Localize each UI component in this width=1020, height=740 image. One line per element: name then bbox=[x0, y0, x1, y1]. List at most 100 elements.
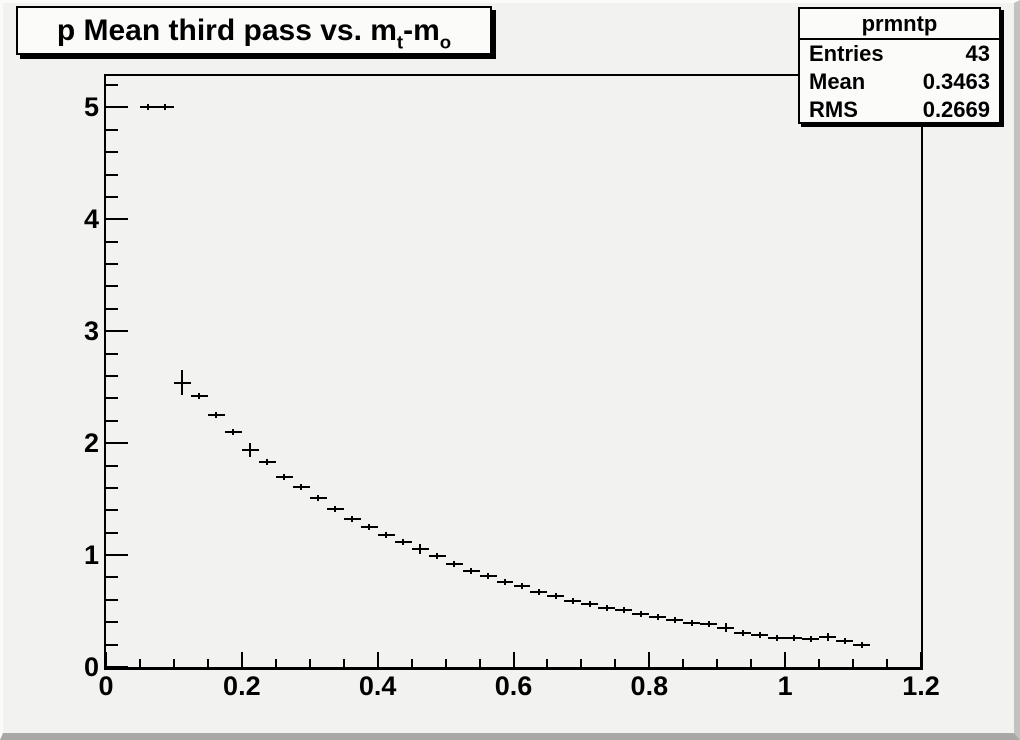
y-axis-minor-tick bbox=[106, 240, 118, 243]
data-point-vbar bbox=[164, 104, 167, 111]
data-point-vbar bbox=[317, 494, 320, 501]
y-axis-minor-tick bbox=[106, 576, 118, 579]
y-axis-minor-tick bbox=[106, 419, 118, 422]
x-axis-tick bbox=[784, 652, 787, 667]
x-axis-minor-tick bbox=[410, 659, 413, 667]
x-axis-minor-tick bbox=[206, 659, 209, 667]
plot-frame bbox=[104, 74, 923, 670]
stats-row-entries: Entries 43 bbox=[800, 40, 999, 68]
x-axis-minor-tick bbox=[274, 659, 277, 667]
x-axis-tick-label: 1.2 bbox=[902, 671, 940, 701]
x-axis-minor-tick bbox=[444, 659, 447, 667]
data-point-vbar bbox=[470, 567, 473, 574]
x-axis-minor-tick bbox=[478, 659, 481, 667]
y-axis-minor-tick bbox=[106, 621, 118, 624]
stats-label-rms: RMS bbox=[809, 97, 858, 122]
y-axis-minor-tick bbox=[106, 285, 118, 288]
y-axis-tick bbox=[106, 218, 128, 221]
data-point-vbar bbox=[605, 604, 608, 611]
data-point-vbar bbox=[368, 524, 371, 531]
data-point-vbar bbox=[843, 638, 846, 645]
data-point-vbar bbox=[198, 392, 201, 400]
y-axis-minor-tick bbox=[106, 397, 118, 400]
y-axis-minor-tick bbox=[106, 195, 118, 198]
stats-row-mean: Mean 0.3463 bbox=[800, 68, 999, 96]
y-axis-tick-label: 0 bbox=[83, 652, 99, 682]
y-axis-tick bbox=[106, 106, 128, 109]
x-axis-minor-tick bbox=[546, 659, 549, 667]
x-axis-tick-label: 0.6 bbox=[494, 671, 533, 701]
y-axis-minor-tick bbox=[106, 464, 118, 467]
x-axis-minor-tick bbox=[750, 659, 753, 667]
data-point-vbar bbox=[147, 104, 150, 111]
data-point-vbar bbox=[385, 531, 388, 538]
data-point-vbar bbox=[826, 632, 829, 641]
data-point-vbar bbox=[436, 553, 439, 560]
stats-box: prmntp Entries 43 Mean 0.3463 RMS 0.2669 bbox=[798, 7, 1001, 124]
histogram-title: p Mean third pass vs. mt-mo bbox=[56, 14, 452, 53]
y-axis-tick-label: 5 bbox=[83, 92, 99, 123]
data-point-vbar bbox=[215, 411, 218, 419]
data-point-vbar bbox=[334, 506, 337, 513]
y-axis-tick bbox=[106, 666, 128, 668]
data-point-vbar bbox=[266, 459, 269, 466]
x-axis-tick bbox=[376, 652, 379, 667]
data-point-vbar bbox=[673, 616, 676, 624]
y-axis-tick-label: 3 bbox=[83, 316, 99, 347]
data-point-vbar bbox=[249, 442, 252, 458]
data-point-vbar bbox=[402, 538, 405, 545]
data-point-vbar bbox=[487, 573, 490, 580]
y-axis-minor-tick bbox=[106, 83, 118, 86]
x-axis-tick bbox=[920, 652, 922, 667]
data-point-vbar bbox=[860, 641, 863, 648]
data-point-vbar bbox=[520, 583, 523, 590]
x-axis-minor-tick bbox=[852, 659, 855, 667]
stats-label-entries: Entries bbox=[809, 41, 884, 66]
stats-value-rms: 0.2669 bbox=[922, 97, 990, 122]
data-point-vbar bbox=[775, 634, 778, 641]
x-axis-minor-tick bbox=[308, 659, 311, 667]
x-axis-minor-tick bbox=[580, 659, 583, 667]
data-point-vbar bbox=[453, 561, 456, 568]
y-axis-tick bbox=[106, 554, 128, 557]
x-axis-tick-label: 0.8 bbox=[630, 671, 669, 701]
data-point-vbar bbox=[809, 636, 812, 643]
stats-title: prmntp bbox=[800, 9, 999, 40]
plot-layer: 0 1 2 3 4 5 0 0.2 0.4 0.6 0.8 1 1.2 bbox=[3, 3, 1014, 733]
y-axis-minor-tick bbox=[106, 598, 118, 601]
data-point-vbar bbox=[758, 631, 761, 638]
x-axis-tick bbox=[240, 652, 243, 667]
data-point-vbar bbox=[792, 634, 795, 641]
data-point-vbar bbox=[588, 601, 591, 608]
data-point-vbar bbox=[351, 516, 354, 523]
x-axis-tick bbox=[648, 652, 651, 667]
x-axis-minor-tick bbox=[172, 659, 175, 667]
x-axis-minor-tick bbox=[818, 659, 821, 667]
histogram-title-box: p Mean third pass vs. mt-mo bbox=[16, 6, 492, 55]
x-axis-minor-tick bbox=[138, 659, 141, 667]
data-point-vbar bbox=[181, 370, 184, 395]
data-point-vbar bbox=[283, 473, 286, 480]
y-axis-minor-tick bbox=[106, 173, 118, 176]
y-axis-tick-label: 1 bbox=[83, 540, 99, 571]
x-axis-minor-tick bbox=[682, 659, 685, 667]
data-point-vbar bbox=[639, 611, 642, 618]
y-axis-minor-tick bbox=[106, 643, 118, 646]
x-axis-tick bbox=[105, 652, 107, 667]
y-axis-minor-tick bbox=[106, 307, 118, 310]
y-axis-tick-label: 2 bbox=[83, 428, 99, 459]
data-point-vbar bbox=[622, 606, 625, 613]
stats-value-mean: 0.3463 bbox=[922, 69, 990, 94]
data-point-vbar bbox=[419, 544, 422, 555]
x-axis-minor-tick bbox=[614, 659, 617, 667]
y-axis-minor-tick bbox=[106, 352, 118, 355]
data-point-vbar bbox=[690, 620, 693, 627]
x-axis-minor-tick bbox=[342, 659, 345, 667]
data-point-vbar bbox=[537, 589, 540, 595]
data-point-vbar bbox=[741, 630, 744, 637]
data-point-vbar bbox=[571, 597, 574, 604]
y-axis-minor-tick bbox=[106, 263, 118, 266]
data-point-vbar bbox=[656, 613, 659, 620]
stats-row-rms: RMS 0.2669 bbox=[800, 96, 999, 124]
